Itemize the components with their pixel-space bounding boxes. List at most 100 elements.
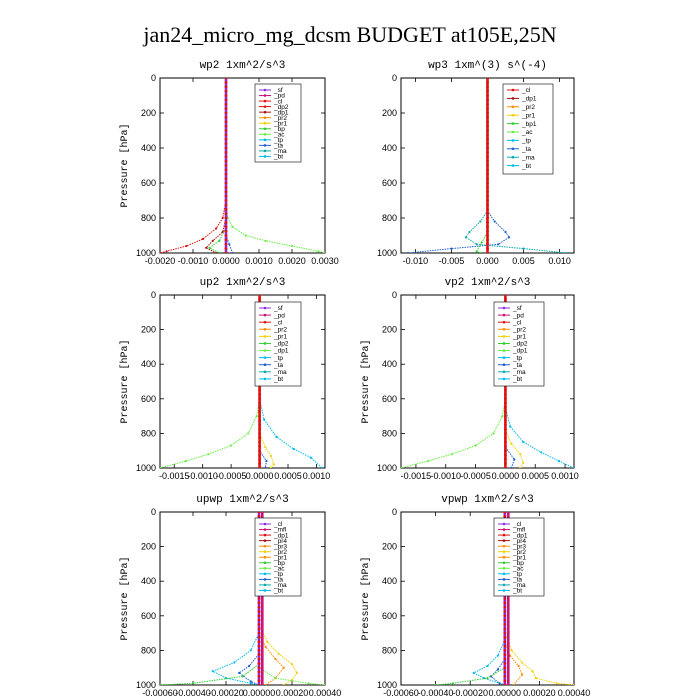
y-tick-label: 0 [151, 73, 156, 83]
zero-profile-point [257, 618, 261, 622]
series-point [479, 220, 482, 223]
legend-entry: _cl [273, 521, 283, 528]
zero-profile-point [224, 190, 228, 194]
series-point [475, 250, 478, 253]
zero-profile-point [486, 181, 489, 185]
series-point [205, 246, 208, 249]
x-tick-label: 0.00000 [489, 688, 522, 698]
legend-marker [263, 138, 267, 142]
x-tick-label: -0.005 [439, 256, 465, 266]
y-tick-label: 200 [141, 325, 156, 335]
zero-profile-point [486, 225, 489, 229]
series-point [479, 251, 482, 253]
zero-profile-point [257, 666, 261, 670]
panel-6: vpwp 1xm^2/s^3 Pressure [hPa] 0 200 400 600 80… [360, 494, 590, 698]
series-point [572, 466, 574, 468]
zero-profile-point [224, 251, 228, 253]
legend-entry: _bp [512, 560, 524, 567]
legend-entry: _sf [512, 305, 522, 312]
series-point [255, 415, 258, 418]
legend-marker [263, 88, 267, 92]
zero-profile-point [504, 388, 507, 392]
zero-profile-point [486, 229, 489, 233]
legend-entry: _tp [273, 137, 283, 144]
figure-title: jan24_micro_mg_dcsm BUDGET at105E,25N [142, 22, 556, 47]
series-point [269, 466, 272, 468]
zero-profile-point [257, 610, 261, 613]
legend-marker [263, 133, 267, 136]
legend-marker [263, 121, 267, 125]
y-tick-label: 0 [151, 290, 156, 300]
x-tick-label: -0.00060 [142, 688, 178, 698]
x-tick-label: -0.0010 [178, 256, 209, 266]
y-tick-label: 800 [141, 645, 156, 655]
y-tick-label: 200 [382, 108, 397, 118]
series-group [407, 78, 568, 253]
series-point [228, 243, 231, 246]
zero-profile-point [486, 107, 489, 110]
x-tick-label: -0.0005 [460, 471, 491, 481]
zero-profile-point [224, 164, 228, 167]
legend-marker [263, 320, 267, 324]
legend-marker [502, 561, 506, 565]
zero-profile-point [257, 649, 261, 652]
y-tick-label: 800 [382, 428, 397, 438]
zero-profile-point [224, 107, 228, 110]
legend-entry: _pr4 [273, 538, 287, 545]
zero-profile-point [486, 142, 489, 146]
series-point [497, 243, 500, 246]
legend-entry: _pr2 [273, 115, 287, 122]
series-point [215, 227, 218, 230]
zero-profile-point [504, 406, 507, 409]
series-point [264, 645, 267, 649]
zero-profile-point [224, 247, 228, 251]
zero-profile-point [258, 393, 261, 396]
legend-entry: _ta [521, 146, 531, 153]
x-tick-label: 0.000 [476, 256, 499, 266]
zero-profile-point [257, 636, 261, 639]
zero-profile-point [257, 662, 261, 665]
series-point [521, 673, 524, 676]
legend-marker [502, 550, 506, 553]
zero-profile-point [503, 514, 507, 518]
series-point [496, 668, 499, 671]
series-point [519, 466, 522, 468]
zero-profile-point [224, 186, 228, 189]
panel-title: vpwp 1xm^2/s^3 [441, 494, 533, 506]
zero-profile-point [486, 78, 489, 80]
zero-profile-point [503, 597, 507, 600]
legend-marker [263, 127, 267, 131]
legend-marker [263, 335, 267, 338]
series-point [522, 461, 525, 464]
legend-entry: _pr3 [273, 543, 287, 550]
zero-profile-point [224, 142, 228, 146]
zero-profile-point [224, 181, 228, 185]
legend-entry: _mfl [273, 527, 287, 534]
zero-profile-point [257, 657, 261, 661]
zero-profile-point [258, 427, 261, 431]
zero-profile-point [224, 85, 228, 89]
zero-profile-point [258, 466, 261, 468]
legend-entry: _cl [273, 98, 283, 105]
zero-profile-point [503, 644, 507, 648]
series-line-green [208, 78, 227, 253]
zero-profile-point [257, 679, 261, 683]
zero-profile-point [257, 623, 261, 626]
y-tick-label: 400 [382, 576, 397, 586]
zero-profile-point [486, 172, 489, 176]
zero-profile-point [224, 221, 228, 224]
series-point [249, 680, 252, 683]
zero-profile-point [486, 199, 489, 202]
zero-profile-point [224, 207, 228, 211]
legend-marker [263, 567, 267, 570]
legend-marker [511, 105, 515, 109]
series-point [531, 670, 534, 673]
zero-profile-point [486, 203, 489, 207]
panels: wp2 1xm^2/s^3 Pressure [hPa] 0 200 400 600 800… [119, 60, 590, 698]
legend-marker [502, 533, 506, 537]
legend-entry: _ac [512, 566, 524, 573]
legend-entry: _pr1 [273, 554, 287, 561]
legend-entry: _bp [273, 560, 285, 567]
zero-profile-point [503, 512, 507, 514]
